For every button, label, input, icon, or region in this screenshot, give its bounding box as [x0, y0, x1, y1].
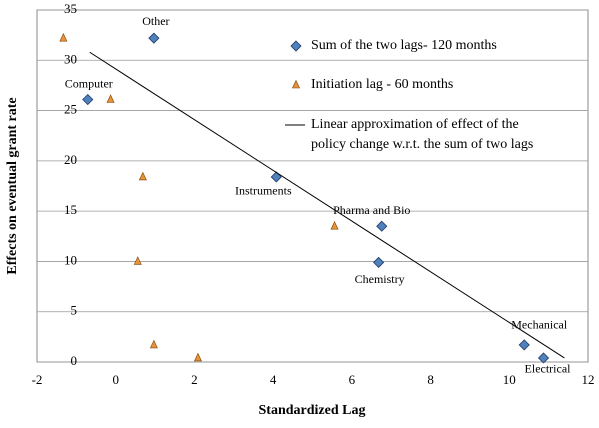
legend-label: Sum of the two lags- 120 months: [311, 38, 497, 53]
y-tick-label: 35: [64, 1, 77, 16]
diamond-marker: [290, 40, 302, 52]
point-label: Pharma and Bio: [333, 203, 410, 217]
x-tick-label: 4: [270, 372, 277, 387]
triangle-marker: [59, 32, 68, 42]
y-tick-label: 15: [64, 202, 77, 217]
triangle-marker: [138, 171, 147, 181]
x-tick-label: 10: [503, 372, 516, 387]
triangle-marker: [133, 256, 142, 265]
x-tick-label: 2: [191, 372, 198, 387]
triangle-marker: [149, 339, 158, 349]
y-tick-label: 5: [71, 303, 78, 318]
x-tick-label: -2: [32, 372, 43, 387]
point-label: Computer: [65, 76, 113, 90]
triangle-marker: [106, 94, 115, 103]
y-tick-label: 10: [64, 252, 77, 267]
plot-frame: [36, 9, 589, 363]
y-tick-label: 20: [64, 152, 77, 167]
point-label: Other: [142, 14, 169, 28]
x-tick-label: 6: [349, 372, 356, 387]
point-label: Chemistry: [355, 272, 405, 286]
x-tick-label: 8: [427, 372, 434, 387]
diamond-marker: [537, 352, 550, 364]
legend-label: Initiation lag - 60 months: [311, 77, 453, 92]
triangle-marker: [330, 221, 339, 230]
diamond-marker: [373, 256, 385, 268]
point-label: Mechanical: [511, 318, 568, 332]
trend-line: [89, 51, 565, 359]
legend-label: Linear approximation of effect of the: [311, 117, 519, 132]
y-tick-label: 25: [64, 102, 77, 117]
x-axis-label: Standardized Lag: [259, 403, 366, 418]
triangle-marker: [193, 352, 202, 362]
diamond-marker: [518, 339, 530, 351]
x-tick-label: 12: [582, 372, 595, 387]
point-label: Electrical: [525, 362, 572, 376]
diamond-marker: [82, 93, 94, 106]
diamond-marker: [148, 32, 160, 44]
diamond-marker: [376, 220, 388, 232]
legend-label: policy change w.r.t. the sum of two lags: [311, 137, 533, 152]
y-axis-label: Effects on eventual grant rate: [5, 97, 20, 274]
x-tick-label: 0: [112, 372, 119, 387]
point-label: Instruments: [235, 184, 292, 198]
triangle-marker: [292, 79, 300, 89]
y-tick-label: 0: [71, 353, 78, 368]
y-tick-label: 30: [64, 51, 77, 66]
